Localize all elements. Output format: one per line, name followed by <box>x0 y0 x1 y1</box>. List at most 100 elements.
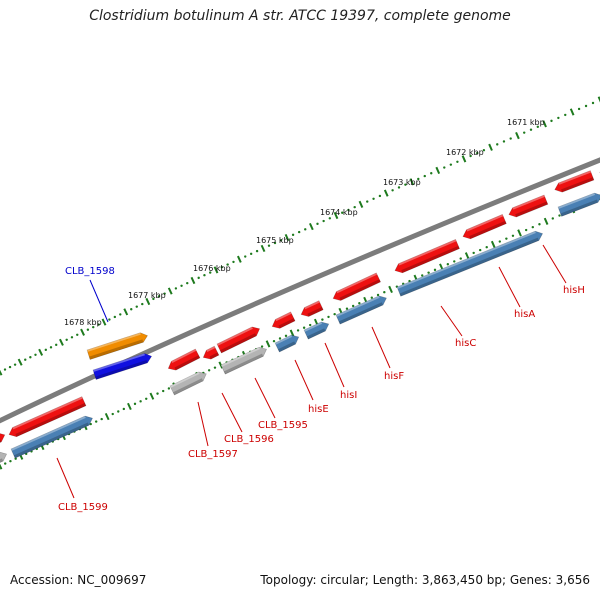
track-dot <box>531 225 534 229</box>
track-dot <box>97 323 100 326</box>
track-dot <box>370 296 373 299</box>
track-dot <box>376 293 380 297</box>
track-tick-mark <box>213 266 219 274</box>
track-tick-mark <box>38 348 44 356</box>
gene-arrow-blue-body <box>396 230 544 297</box>
track-tick-mark <box>284 233 290 242</box>
track-dot <box>145 397 148 400</box>
track-dot <box>207 369 211 372</box>
gene-arrow-red-shade <box>561 177 594 193</box>
gene-arrow-gray-body <box>0 451 8 466</box>
gene-arrow-orange-highlight <box>87 332 141 352</box>
track-dot <box>485 246 488 249</box>
track-dot <box>13 363 17 366</box>
track-dot <box>538 223 541 226</box>
track-dot <box>383 290 386 294</box>
track-dot <box>174 287 178 290</box>
track-dot <box>130 308 133 311</box>
gene-arrow-red-shade <box>469 220 507 239</box>
gene-arrow-gray-highlight <box>221 347 260 367</box>
gene-arrow-red-shade <box>515 201 548 218</box>
gene-label: CLB_1595 <box>258 420 308 431</box>
gene-label: CLB_1596 <box>224 434 274 445</box>
track-dot <box>297 230 301 234</box>
track-dot <box>309 323 312 327</box>
track-dot <box>496 143 499 146</box>
track-dot <box>453 260 456 263</box>
gene-arrow-orange <box>86 332 148 360</box>
track-dot <box>302 326 306 329</box>
gene-arrow-gray <box>220 346 268 375</box>
track-dot <box>65 338 68 342</box>
track-dot <box>351 304 355 308</box>
gene-arrow-red-shade <box>278 318 296 329</box>
track-dot <box>9 459 12 463</box>
track-dot <box>584 104 588 108</box>
track-tick-mark <box>123 308 129 316</box>
leader-line <box>89 279 109 323</box>
track-dot <box>34 353 37 356</box>
gene-arrow-blue-body <box>274 334 300 353</box>
gene-arrow-red-body <box>216 326 261 354</box>
track-dot <box>4 462 7 465</box>
track-dot <box>345 307 349 310</box>
track-dot <box>119 313 122 316</box>
track-tick-mark <box>59 338 64 346</box>
gene-arrow-red-body <box>271 311 296 329</box>
gene-arrow-gray-body <box>220 346 268 375</box>
track-dot <box>213 366 217 369</box>
genome-backbone <box>0 157 600 424</box>
leader-line <box>542 244 567 284</box>
track-tick-mark <box>309 222 314 231</box>
track-dot <box>279 239 283 242</box>
track-dot <box>529 128 533 131</box>
track-dot <box>558 214 561 217</box>
kbp-tick-label: 1678 kbp <box>64 318 102 327</box>
kbp-tick-label: 1671 kbp <box>507 118 545 127</box>
gene-arrow-blue-highlight <box>397 231 536 289</box>
track-tick-mark <box>289 329 295 337</box>
track-dot <box>284 334 288 338</box>
track-tick-mark <box>104 412 110 421</box>
track-dot <box>291 233 295 237</box>
track-dot <box>341 211 344 214</box>
track-tick-mark <box>383 189 389 197</box>
track-dot <box>55 343 58 347</box>
track-dot <box>524 228 528 232</box>
gene-arrow-red <box>8 396 87 438</box>
gene-arrow-red <box>508 194 549 218</box>
gene-arrow-red <box>394 239 460 274</box>
track-dot <box>459 257 462 260</box>
track-dot <box>550 119 553 123</box>
gene-arrow-red-body <box>8 396 87 438</box>
track-dot <box>443 166 446 169</box>
gene-label: hisF <box>384 371 404 382</box>
track-dot <box>523 131 526 134</box>
label-leader-lines <box>56 244 567 499</box>
gene-arrow-red <box>332 272 381 301</box>
track-tick-mark <box>569 108 575 116</box>
gene-arrow-red-body <box>202 345 220 360</box>
leader-line <box>221 392 243 433</box>
track-dot <box>273 241 277 245</box>
dotted-track-layer <box>0 96 600 470</box>
track-dot <box>408 279 411 283</box>
leader-line <box>197 401 209 447</box>
gene-arrow-red-body <box>0 432 6 446</box>
gene-features <box>0 164 600 466</box>
track-tick-mark <box>265 340 271 348</box>
track-dot <box>162 389 165 393</box>
leader-line <box>371 326 391 369</box>
track-dot <box>29 356 32 359</box>
track-tick-mark <box>236 255 242 263</box>
track-dot <box>397 186 401 189</box>
track-tick-mark <box>101 318 107 326</box>
gene-arrow-blue <box>303 321 330 340</box>
gene-arrow-red-body <box>554 170 595 193</box>
track-tick-mark <box>464 252 470 260</box>
track-dot <box>316 222 319 226</box>
kbp-tick-label: 1672 kbp <box>446 148 484 157</box>
track-dot <box>430 172 433 175</box>
kbp-tick-label: 1676 kbp <box>193 264 231 273</box>
